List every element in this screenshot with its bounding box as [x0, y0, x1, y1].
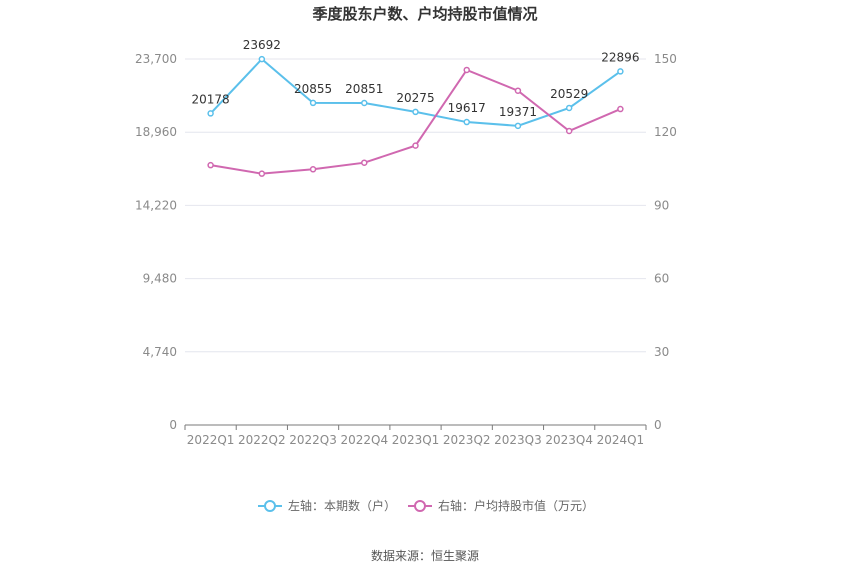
- right-axis-tick-label: 120: [654, 125, 677, 139]
- series-line-right: [210, 68, 621, 175]
- chart-title: 季度股东户数、户均持股市值情况: [312, 5, 537, 23]
- left-axis-tick-label: 9,480: [143, 272, 177, 286]
- left-axis-tick-label: 4,740: [143, 345, 177, 359]
- data-label: 20178: [192, 92, 230, 106]
- right-axis-tick-label: 0: [654, 418, 662, 432]
- data-label: 20529: [550, 87, 588, 101]
- data-point-left[interactable]: [463, 118, 470, 126]
- legend-label-left[interactable]: 左轴：本期数（户）: [288, 498, 396, 513]
- data-point-left[interactable]: [514, 122, 522, 130]
- legend-label-right[interactable]: 右轴：户均持股市值（万元）: [438, 498, 594, 513]
- data-point-left[interactable]: [207, 110, 214, 117]
- legend[interactable]: 左轴：本期数（户） 右轴：户均持股市值（万元）: [258, 498, 594, 513]
- data-point-left[interactable]: [412, 108, 419, 116]
- data-point-left[interactable]: [565, 104, 573, 112]
- data-label: 20275: [396, 91, 434, 105]
- x-axis-tick-label: 2022Q1: [187, 433, 235, 447]
- data-point-left[interactable]: [617, 68, 624, 75]
- series-layer: 20178 23692 20855 20851 20275 19617 19371 20529…: [192, 38, 639, 177]
- x-axis-tick-label: 2022Q4: [340, 433, 388, 447]
- data-label: 23692: [243, 38, 281, 52]
- left-axis-tick-label: 18,960: [135, 125, 177, 139]
- data-point-left[interactable]: [309, 99, 317, 107]
- data-point-right[interactable]: [207, 161, 214, 169]
- data-point-left[interactable]: [361, 99, 368, 107]
- data-point-right[interactable]: [361, 159, 368, 166]
- axes: 0 0 4,740 30 9,480 60 14,220 90 18,960 120 23,700 1…: [135, 52, 677, 447]
- x-axis-tick-label: 2024Q1: [597, 433, 645, 447]
- x-axis-tick-label: 2023Q4: [545, 433, 593, 447]
- data-label: 20851: [345, 82, 383, 96]
- x-axis-tick-label: 2023Q1: [392, 433, 440, 447]
- data-source: 数据来源：恒生聚源: [371, 548, 479, 563]
- legend-marker-right: [414, 500, 426, 512]
- data-point-left[interactable]: [258, 55, 266, 63]
- data-point-right[interactable]: [412, 142, 419, 149]
- legend-marker-left: [264, 500, 276, 512]
- right-axis-tick-label: 30: [654, 345, 669, 359]
- data-point-right[interactable]: [617, 105, 624, 113]
- right-axis-tick-label: 150: [654, 52, 677, 66]
- data-point-right[interactable]: [565, 127, 573, 135]
- x-axis-tick-label: 2023Q3: [494, 433, 542, 447]
- right-axis-tick-label: 60: [654, 272, 669, 286]
- x-axis-tick-label: 2022Q2: [238, 433, 286, 447]
- data-label: 20855: [294, 82, 332, 96]
- data-point-right[interactable]: [258, 170, 266, 177]
- x-axis-tick-label: 2023Q2: [443, 433, 491, 447]
- data-point-right[interactable]: [309, 166, 317, 173]
- data-label: 22896: [601, 50, 639, 64]
- left-axis-tick-label: 0: [169, 418, 177, 432]
- data-label: 19617: [448, 101, 486, 115]
- x-axis-tick-label: 2022Q3: [289, 433, 337, 447]
- right-axis-tick-label: 90: [654, 198, 669, 212]
- data-label: 19371: [499, 105, 537, 119]
- data-point-right[interactable]: [514, 87, 522, 94]
- data-point-right[interactable]: [463, 66, 470, 74]
- left-axis-tick-label: 14,220: [135, 198, 177, 212]
- left-axis-tick-label: 23,700: [135, 52, 177, 66]
